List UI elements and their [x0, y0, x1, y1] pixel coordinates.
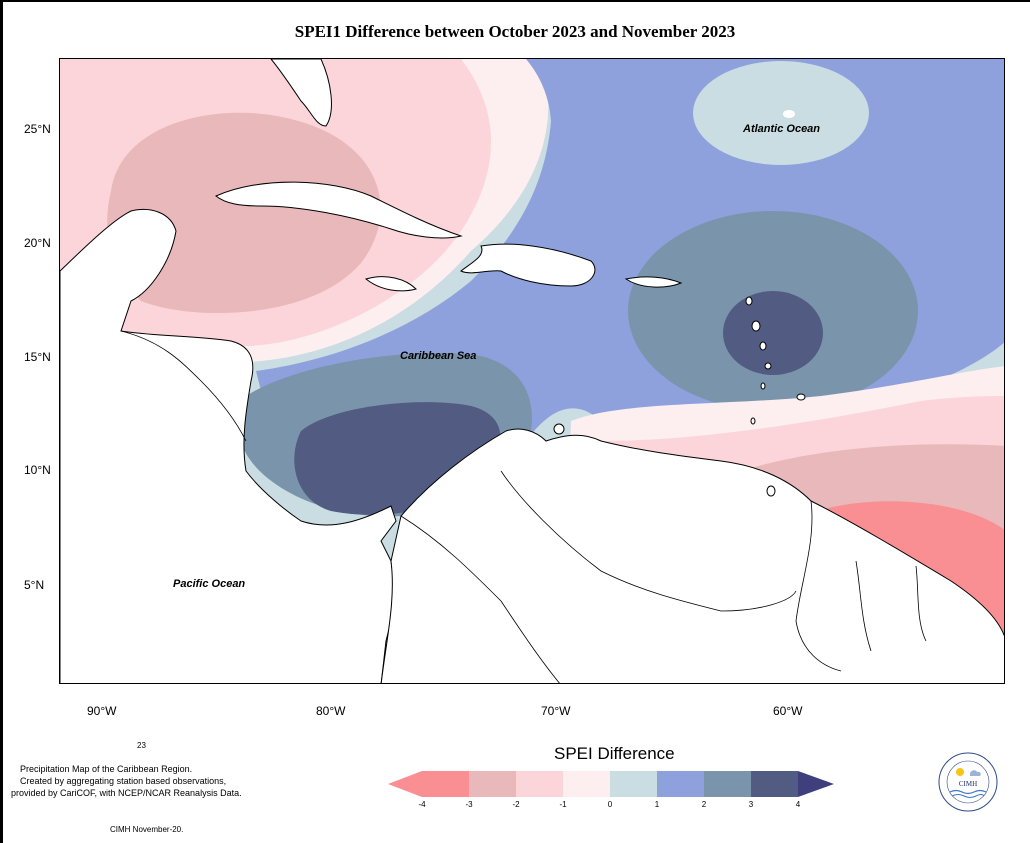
zone-atlantic-spot — [783, 110, 795, 118]
label-caribbean-sea: Caribbean Sea — [400, 350, 477, 362]
label-atlantic-ocean: Atlantic Ocean — [743, 123, 821, 135]
waves-icon-2 — [951, 794, 985, 798]
legend-swatch-1 — [469, 771, 516, 797]
land — [60, 59, 1004, 683]
sun-icon — [956, 768, 964, 776]
legend-colorbar — [388, 771, 834, 797]
legend-swatch-0 — [422, 771, 469, 797]
island-7 — [750, 417, 756, 425]
lesser-antilles — [553, 296, 806, 497]
cimh-logo: CIMH — [938, 752, 998, 812]
zone-west-rose — [107, 112, 381, 314]
lon-tick-60w: 60°W — [773, 704, 803, 718]
legend-tick-3: 3 — [748, 800, 754, 809]
footer-line-3: provided by CariCOF, with NCEP/NCAR Rean… — [11, 788, 242, 798]
legend-tick-m3: -3 — [465, 800, 473, 809]
map-panel — [59, 58, 1005, 684]
footer-line-1: Precipitation Map of the Caribbean Regio… — [20, 764, 193, 774]
legend-tick-4: 4 — [795, 800, 801, 809]
zone-east-dark — [723, 291, 823, 375]
lon-tick-80w: 80°W — [316, 704, 346, 718]
island-6 — [796, 393, 806, 401]
lat-tick-15n: 15°N — [24, 350, 51, 364]
footer-number: 23 — [137, 741, 146, 750]
legend-tick-0: 0 — [607, 800, 613, 809]
legend-swatch-4 — [610, 771, 657, 797]
island-3 — [759, 341, 767, 351]
footer-credit: CIMH November-20. — [110, 825, 184, 834]
legend-arrow-high — [798, 771, 834, 797]
frame-top — [0, 0, 1030, 2]
waves-icon — [949, 789, 987, 795]
land-south-america — [380, 428, 1004, 683]
legend-title: SPEI Difference — [554, 744, 675, 763]
legend-tick-m2: -2 — [512, 800, 520, 809]
land-hispaniola — [460, 243, 596, 287]
border-central — [120, 330, 247, 442]
map-title: SPEI1 Difference between October 2023 an… — [294, 22, 736, 41]
legend-tick-2: 2 — [701, 800, 707, 809]
island-2 — [751, 320, 761, 332]
legend-swatch-5 — [657, 771, 704, 797]
island-8 — [766, 485, 776, 497]
border-suriname — [855, 560, 872, 652]
land-puerto-rico — [624, 276, 683, 288]
island-1 — [745, 296, 753, 306]
legend-swatch-3 — [563, 771, 610, 797]
land-cuba — [215, 181, 463, 239]
land-florida — [270, 59, 332, 127]
legend-tick-m1: -1 — [559, 800, 567, 809]
legend-tick-1: 1 — [654, 800, 660, 809]
logo-name: CIMH — [959, 780, 977, 788]
footer-line-2: Created by aggregating station based obs… — [20, 776, 227, 786]
lat-tick-20n: 20°N — [24, 236, 51, 250]
frame-left — [0, 0, 3, 843]
legend-swatch-7 — [751, 771, 798, 797]
island-5 — [760, 382, 766, 390]
label-pacific-ocean: Pacific Ocean — [173, 578, 246, 590]
lat-tick-10n: 10°N — [24, 463, 51, 477]
lon-tick-90w: 90°W — [87, 704, 117, 718]
legend-swatch-6 — [704, 771, 751, 797]
land-central-america — [60, 208, 397, 683]
lon-tick-70w: 70°W — [541, 704, 571, 718]
island-9 — [553, 423, 565, 435]
zone-atlantic-light — [693, 61, 869, 165]
map-svg — [60, 59, 1004, 683]
border-venezuela — [500, 470, 797, 612]
cloud-icon — [970, 770, 981, 776]
border-fguiana — [915, 565, 927, 642]
legend-swatch-2 — [516, 771, 563, 797]
border-guyana — [795, 500, 842, 672]
land-jamaica — [364, 276, 417, 292]
lat-tick-25n: 25°N — [24, 122, 51, 136]
legend-arrow-low — [388, 771, 422, 797]
lat-tick-5n: 5°N — [24, 578, 45, 592]
legend-tick-m4: -4 — [418, 800, 426, 809]
border-colombia — [400, 515, 560, 683]
island-4 — [764, 362, 772, 370]
borders — [120, 330, 927, 683]
